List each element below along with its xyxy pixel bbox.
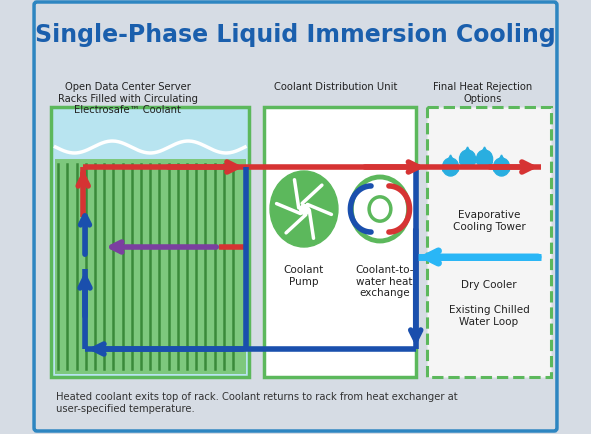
Text: Final Heat Rejection
Options: Final Heat Rejection Options <box>433 82 532 103</box>
Text: Single-Phase Liquid Immersion Cooling: Single-Phase Liquid Immersion Cooling <box>35 23 556 47</box>
Circle shape <box>270 171 338 247</box>
Circle shape <box>443 159 459 177</box>
Text: Open Data Center Server
Racks Filled with Circulating
Electrosafe™ Coolant: Open Data Center Server Racks Filled wit… <box>58 82 198 115</box>
FancyBboxPatch shape <box>54 160 246 374</box>
Text: Heated coolant exits top of rack. Coolant returns to rack from heat exchanger at: Heated coolant exits top of rack. Coolan… <box>56 391 458 413</box>
Text: Coolant Distribution Unit: Coolant Distribution Unit <box>274 82 397 92</box>
Circle shape <box>460 151 476 169</box>
Text: Coolant
Pump: Coolant Pump <box>284 264 324 286</box>
Circle shape <box>476 151 492 169</box>
Text: Evaporative
Cooling Tower: Evaporative Cooling Tower <box>453 210 525 231</box>
FancyBboxPatch shape <box>427 108 551 377</box>
Polygon shape <box>493 156 509 171</box>
Circle shape <box>493 159 509 177</box>
Polygon shape <box>460 148 476 164</box>
Polygon shape <box>476 148 492 164</box>
Text: Existing Chilled
Water Loop: Existing Chilled Water Loop <box>449 304 530 326</box>
Polygon shape <box>443 156 459 171</box>
Text: Coolant-to-
water heat
exchange: Coolant-to- water heat exchange <box>355 264 414 298</box>
Text: Dry Cooler: Dry Cooler <box>461 279 517 289</box>
FancyBboxPatch shape <box>264 108 415 377</box>
FancyBboxPatch shape <box>51 108 249 377</box>
